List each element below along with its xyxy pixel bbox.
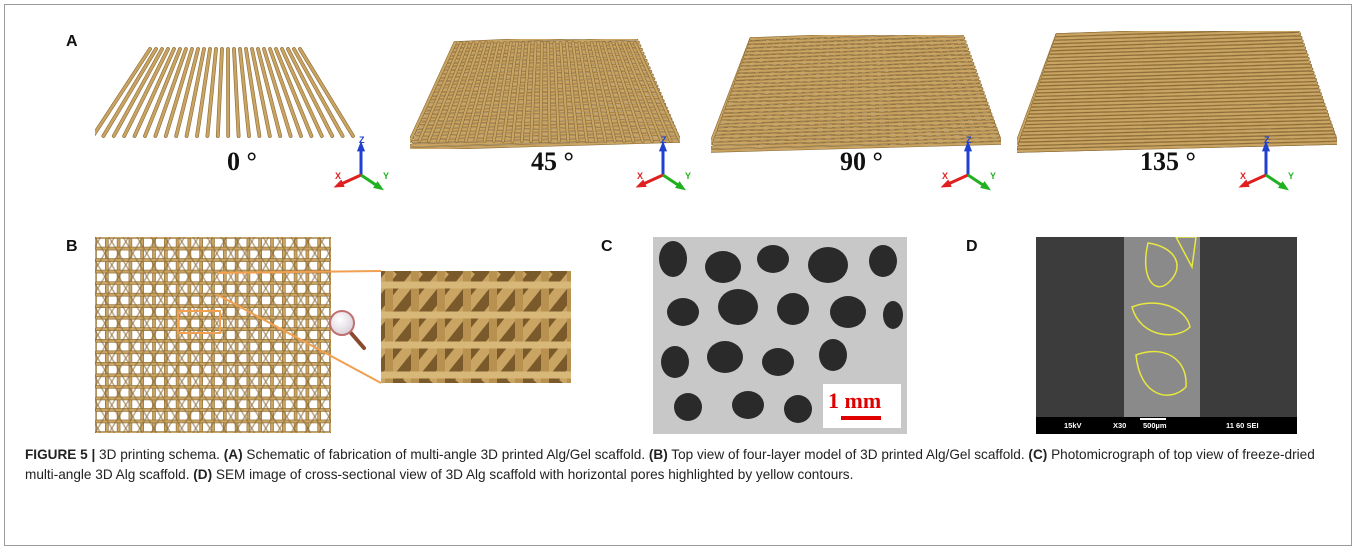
- panel-c-label: C: [601, 238, 613, 255]
- scale-bar: [841, 416, 881, 420]
- caption-tag-d: (D): [193, 467, 213, 482]
- caption-tag-b: (B): [648, 447, 668, 462]
- svg-text:Z: Z: [1264, 135, 1270, 145]
- caption-tag-a: (A): [223, 447, 243, 462]
- sem-image: 15kV X30 500µm 11 60 SEI: [1036, 237, 1297, 434]
- svg-text:Z: Z: [359, 135, 365, 145]
- scaffold-45-degree: [410, 39, 680, 149]
- svg-text:Y: Y: [1288, 171, 1294, 181]
- sem-info-bar: 15kV X30 500µm 11 60 SEI: [1036, 417, 1297, 434]
- panel-a-label: A: [66, 33, 78, 50]
- angle-label-90: 90 °: [840, 147, 883, 176]
- svg-text:X: X: [637, 171, 643, 181]
- scale-bar-box: 1 mm: [823, 384, 901, 428]
- angle-label-45: 45 °: [531, 147, 574, 176]
- scaffold-135-degree: [1017, 31, 1337, 153]
- zoom-connector-lines: [217, 270, 382, 384]
- caption-intro: 3D printing schema.: [95, 447, 224, 462]
- sem-code: 11 60 SEI: [1226, 421, 1259, 430]
- svg-text:Y: Y: [990, 171, 996, 181]
- scaffold-top-view: [95, 237, 331, 433]
- sem-scale: 500µm: [1143, 421, 1167, 430]
- caption-tag-c: (C): [1028, 447, 1048, 462]
- svg-text:Z: Z: [966, 135, 972, 145]
- xyz-axes-icon: Z X Y: [1238, 135, 1298, 199]
- angle-label-135: 135 °: [1140, 147, 1196, 176]
- xyz-axes-icon: Z X Y: [940, 135, 1000, 199]
- svg-text:Y: Y: [685, 171, 691, 181]
- zoom-region-box: [177, 310, 221, 334]
- angle-label-0: 0 °: [227, 147, 257, 176]
- scaffold-90-degree: [711, 35, 1001, 153]
- svg-text:X: X: [335, 171, 341, 181]
- caption-text-d: SEM image of cross-sectional view of 3D …: [212, 467, 854, 482]
- scale-bar-label: 1 mm: [828, 388, 882, 413]
- panel-b-label: B: [66, 238, 78, 255]
- sem-magnification: X30: [1113, 421, 1127, 430]
- svg-text:Y: Y: [383, 171, 389, 181]
- caption-text-c: Photomicrograph of top view of freeze-dr…: [25, 447, 1315, 482]
- svg-text:X: X: [1240, 171, 1246, 181]
- caption-figure-number: FIGURE 5 |: [25, 447, 96, 462]
- xyz-axes-icon: Z X Y: [635, 135, 695, 199]
- scaffold-0-degree: [95, 47, 355, 138]
- svg-text:Z: Z: [661, 135, 667, 145]
- caption-text-a: Schematic of fabrication of multi-angle …: [242, 447, 649, 462]
- scaffold-zoom-detail: [381, 271, 571, 383]
- sem-voltage: 15kV: [1064, 421, 1082, 430]
- panel-d-label: D: [966, 238, 978, 255]
- magnifier-icon: [329, 310, 366, 350]
- photomicrograph: 1 mm: [653, 237, 907, 434]
- caption-text-b: Top view of four-layer model of 3D print…: [667, 447, 1029, 462]
- xyz-axes-icon: Z X Y: [333, 135, 393, 199]
- sem-scale-bar: [1140, 418, 1166, 420]
- figure-caption: FIGURE 5 | 3D printing schema. (A) Schem…: [25, 445, 1341, 485]
- svg-text:X: X: [942, 171, 948, 181]
